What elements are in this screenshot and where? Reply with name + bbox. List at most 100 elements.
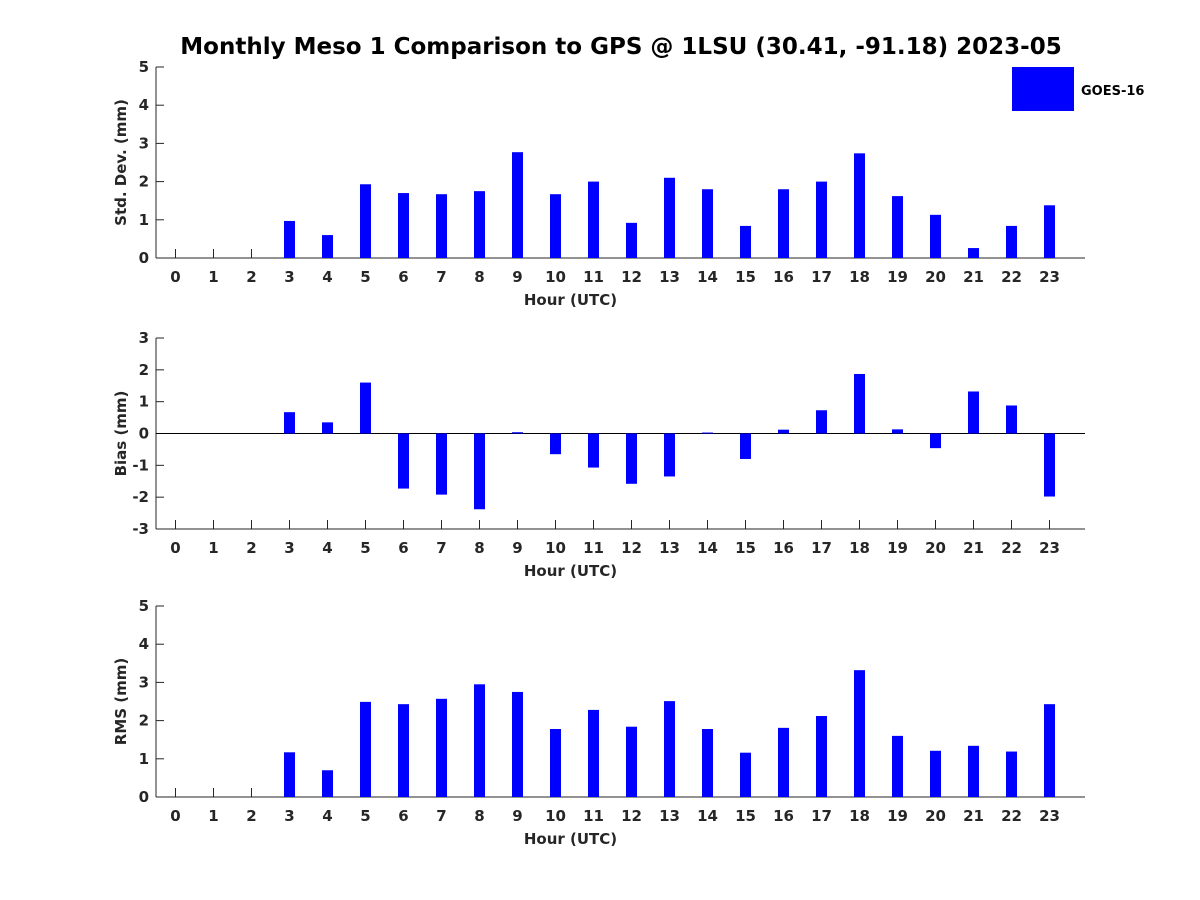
x-tick-label: 7 [436, 268, 446, 286]
bar-11 [588, 709, 599, 797]
x-tick-label: 22 [1001, 807, 1022, 825]
x-axis-label: Hour (UTC) [524, 562, 617, 580]
bar-16 [778, 429, 789, 434]
bar-20 [930, 214, 941, 258]
x-tick-label: 6 [398, 268, 408, 286]
x-tick-label: 16 [773, 807, 794, 825]
x-tick-label: 19 [887, 539, 908, 557]
x-tick-label: 17 [811, 539, 832, 557]
x-tick-label: 4 [322, 539, 332, 557]
x-tick-label: 5 [360, 268, 370, 286]
bar-5 [360, 701, 371, 797]
y-tick-label: -2 [132, 488, 149, 506]
bar-10 [550, 433, 561, 455]
y-tick-label: 5 [139, 58, 149, 76]
x-tick-label: 2 [246, 807, 256, 825]
bar-19 [892, 429, 903, 434]
y-tick-label: 4 [139, 96, 149, 114]
y-tick-label: 2 [139, 712, 149, 730]
y-axis-label: Std. Dev. (mm) [112, 99, 130, 226]
bar-23 [1044, 205, 1055, 258]
bar-7 [436, 194, 447, 258]
x-tick-label: 23 [1039, 268, 1060, 286]
bar-8 [474, 433, 485, 510]
x-tick-label: 11 [583, 807, 604, 825]
x-tick-label: 12 [621, 807, 642, 825]
y-tick-label: 3 [139, 134, 149, 152]
bar-7 [436, 698, 447, 797]
x-tick-label: 0 [170, 807, 180, 825]
x-tick-label: 20 [925, 268, 946, 286]
x-tick-label: 13 [659, 539, 680, 557]
legend-swatch [1012, 67, 1074, 111]
x-tick-label: 10 [545, 268, 566, 286]
x-tick-label: 11 [583, 268, 604, 286]
bar-4 [322, 422, 333, 434]
x-tick-label: 3 [284, 268, 294, 286]
x-tick-label: 8 [474, 539, 484, 557]
bar-15 [740, 433, 751, 459]
x-tick-label: 6 [398, 539, 408, 557]
x-tick-label: 0 [170, 539, 180, 557]
x-tick-label: 8 [474, 268, 484, 286]
bar-15 [740, 225, 751, 258]
x-tick-label: 21 [963, 268, 984, 286]
y-axis-label: Bias (mm) [112, 391, 130, 477]
x-tick-label: 18 [849, 807, 870, 825]
legend: GOES-16 [1012, 67, 1144, 111]
x-tick-label: 0 [170, 268, 180, 286]
x-tick-label: 1 [208, 539, 218, 557]
x-tick-label: 15 [735, 539, 756, 557]
bar-4 [322, 235, 333, 258]
x-axis-label: Hour (UTC) [524, 830, 617, 848]
x-tick-label: 16 [773, 268, 794, 286]
x-tick-label: 5 [360, 539, 370, 557]
x-tick-label: 13 [659, 268, 680, 286]
bar-16 [778, 189, 789, 258]
x-tick-label: 22 [1001, 539, 1022, 557]
x-axis-label: Hour (UTC) [524, 291, 617, 309]
x-tick-label: 3 [284, 539, 294, 557]
bar-18 [854, 670, 865, 797]
x-tick-label: 14 [697, 807, 718, 825]
x-tick-label: 8 [474, 807, 484, 825]
x-tick-label: 17 [811, 807, 832, 825]
x-tick-label: 22 [1001, 268, 1022, 286]
bar-8 [474, 684, 485, 797]
bar-17 [816, 410, 827, 434]
y-axis-label: RMS (mm) [112, 658, 130, 745]
x-tick-label: 7 [436, 539, 446, 557]
bar-12 [626, 726, 637, 797]
bar-19 [892, 196, 903, 258]
bar-6 [398, 704, 409, 797]
x-tick-label: 18 [849, 268, 870, 286]
bar-19 [892, 735, 903, 797]
x-tick-label: 6 [398, 807, 408, 825]
x-tick-label: 12 [621, 539, 642, 557]
x-tick-label: 2 [246, 539, 256, 557]
bar-14 [702, 432, 713, 434]
x-tick-label: 4 [322, 268, 332, 286]
bar-15 [740, 752, 751, 797]
legend-label: GOES-16 [1081, 84, 1144, 99]
x-tick-label: 17 [811, 268, 832, 286]
x-tick-label: 19 [887, 268, 908, 286]
bar-18 [854, 153, 865, 258]
y-tick-label: 5 [139, 597, 149, 615]
x-tick-label: 20 [925, 539, 946, 557]
x-tick-label: 5 [360, 807, 370, 825]
y-tick-label: 0 [139, 788, 149, 806]
y-tick-label: 2 [139, 361, 149, 379]
x-tick-label: 23 [1039, 807, 1060, 825]
bar-22 [1006, 225, 1017, 258]
x-tick-label: 16 [773, 539, 794, 557]
x-tick-label: 2 [246, 268, 256, 286]
y-tick-label: 2 [139, 173, 149, 191]
bar-21 [968, 248, 979, 258]
bar-22 [1006, 751, 1017, 797]
y-tick-label: 0 [139, 249, 149, 267]
bar-23 [1044, 433, 1055, 497]
bar-7 [436, 433, 447, 495]
x-tick-label: 15 [735, 807, 756, 825]
